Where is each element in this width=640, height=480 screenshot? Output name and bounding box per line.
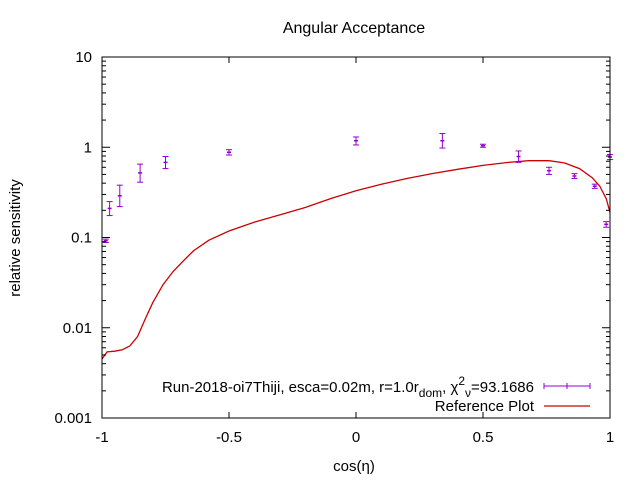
data-point	[591, 183, 598, 189]
data-point	[515, 150, 522, 163]
data-point	[603, 221, 610, 228]
x-tick-label: 1	[606, 429, 614, 446]
data-point	[226, 149, 232, 156]
data-point	[480, 143, 486, 148]
data-point	[571, 173, 578, 180]
y-tick-label: 10	[75, 49, 92, 66]
data-point	[106, 201, 113, 217]
chart-title: Angular Acceptance	[283, 20, 425, 37]
data-point	[162, 155, 169, 170]
y-tick-label: 0.01	[63, 320, 92, 337]
legend-swatch-run	[543, 383, 591, 389]
y-tick-label: 1	[84, 139, 92, 156]
legend-label-reference: Reference Plot	[435, 398, 535, 415]
reference-plot-line	[101, 160, 611, 360]
x-tick-label: 0.5	[473, 429, 494, 446]
plot-frame	[101, 56, 611, 419]
legend-label-run: Run-2018-oi7Thiji, esca=0.02m, r=1.0rdom…	[162, 374, 534, 400]
y-tick-label: 0.1	[71, 230, 92, 247]
y-tick-label: 0.001	[54, 410, 92, 427]
y-axis: 0.001 0.01 0.1 1 10	[54, 49, 610, 427]
x-tick-label: 0	[352, 429, 360, 446]
x-tick-label: -1	[95, 429, 108, 446]
x-tick-label: -0.5	[216, 429, 242, 446]
x-axis: -1 -0.5 0 0.5 1	[95, 57, 614, 446]
y-axis-label: relative sensitivity	[7, 179, 24, 297]
data-point	[116, 184, 123, 208]
data-point	[137, 163, 144, 183]
data-point	[439, 133, 446, 149]
data-point	[353, 136, 359, 146]
legend: Run-2018-oi7Thiji, esca=0.02m, r=1.0rdom…	[162, 374, 591, 415]
x-axis-label: cos(η)	[333, 458, 375, 475]
data-point	[546, 166, 553, 175]
plot-area	[101, 133, 613, 360]
